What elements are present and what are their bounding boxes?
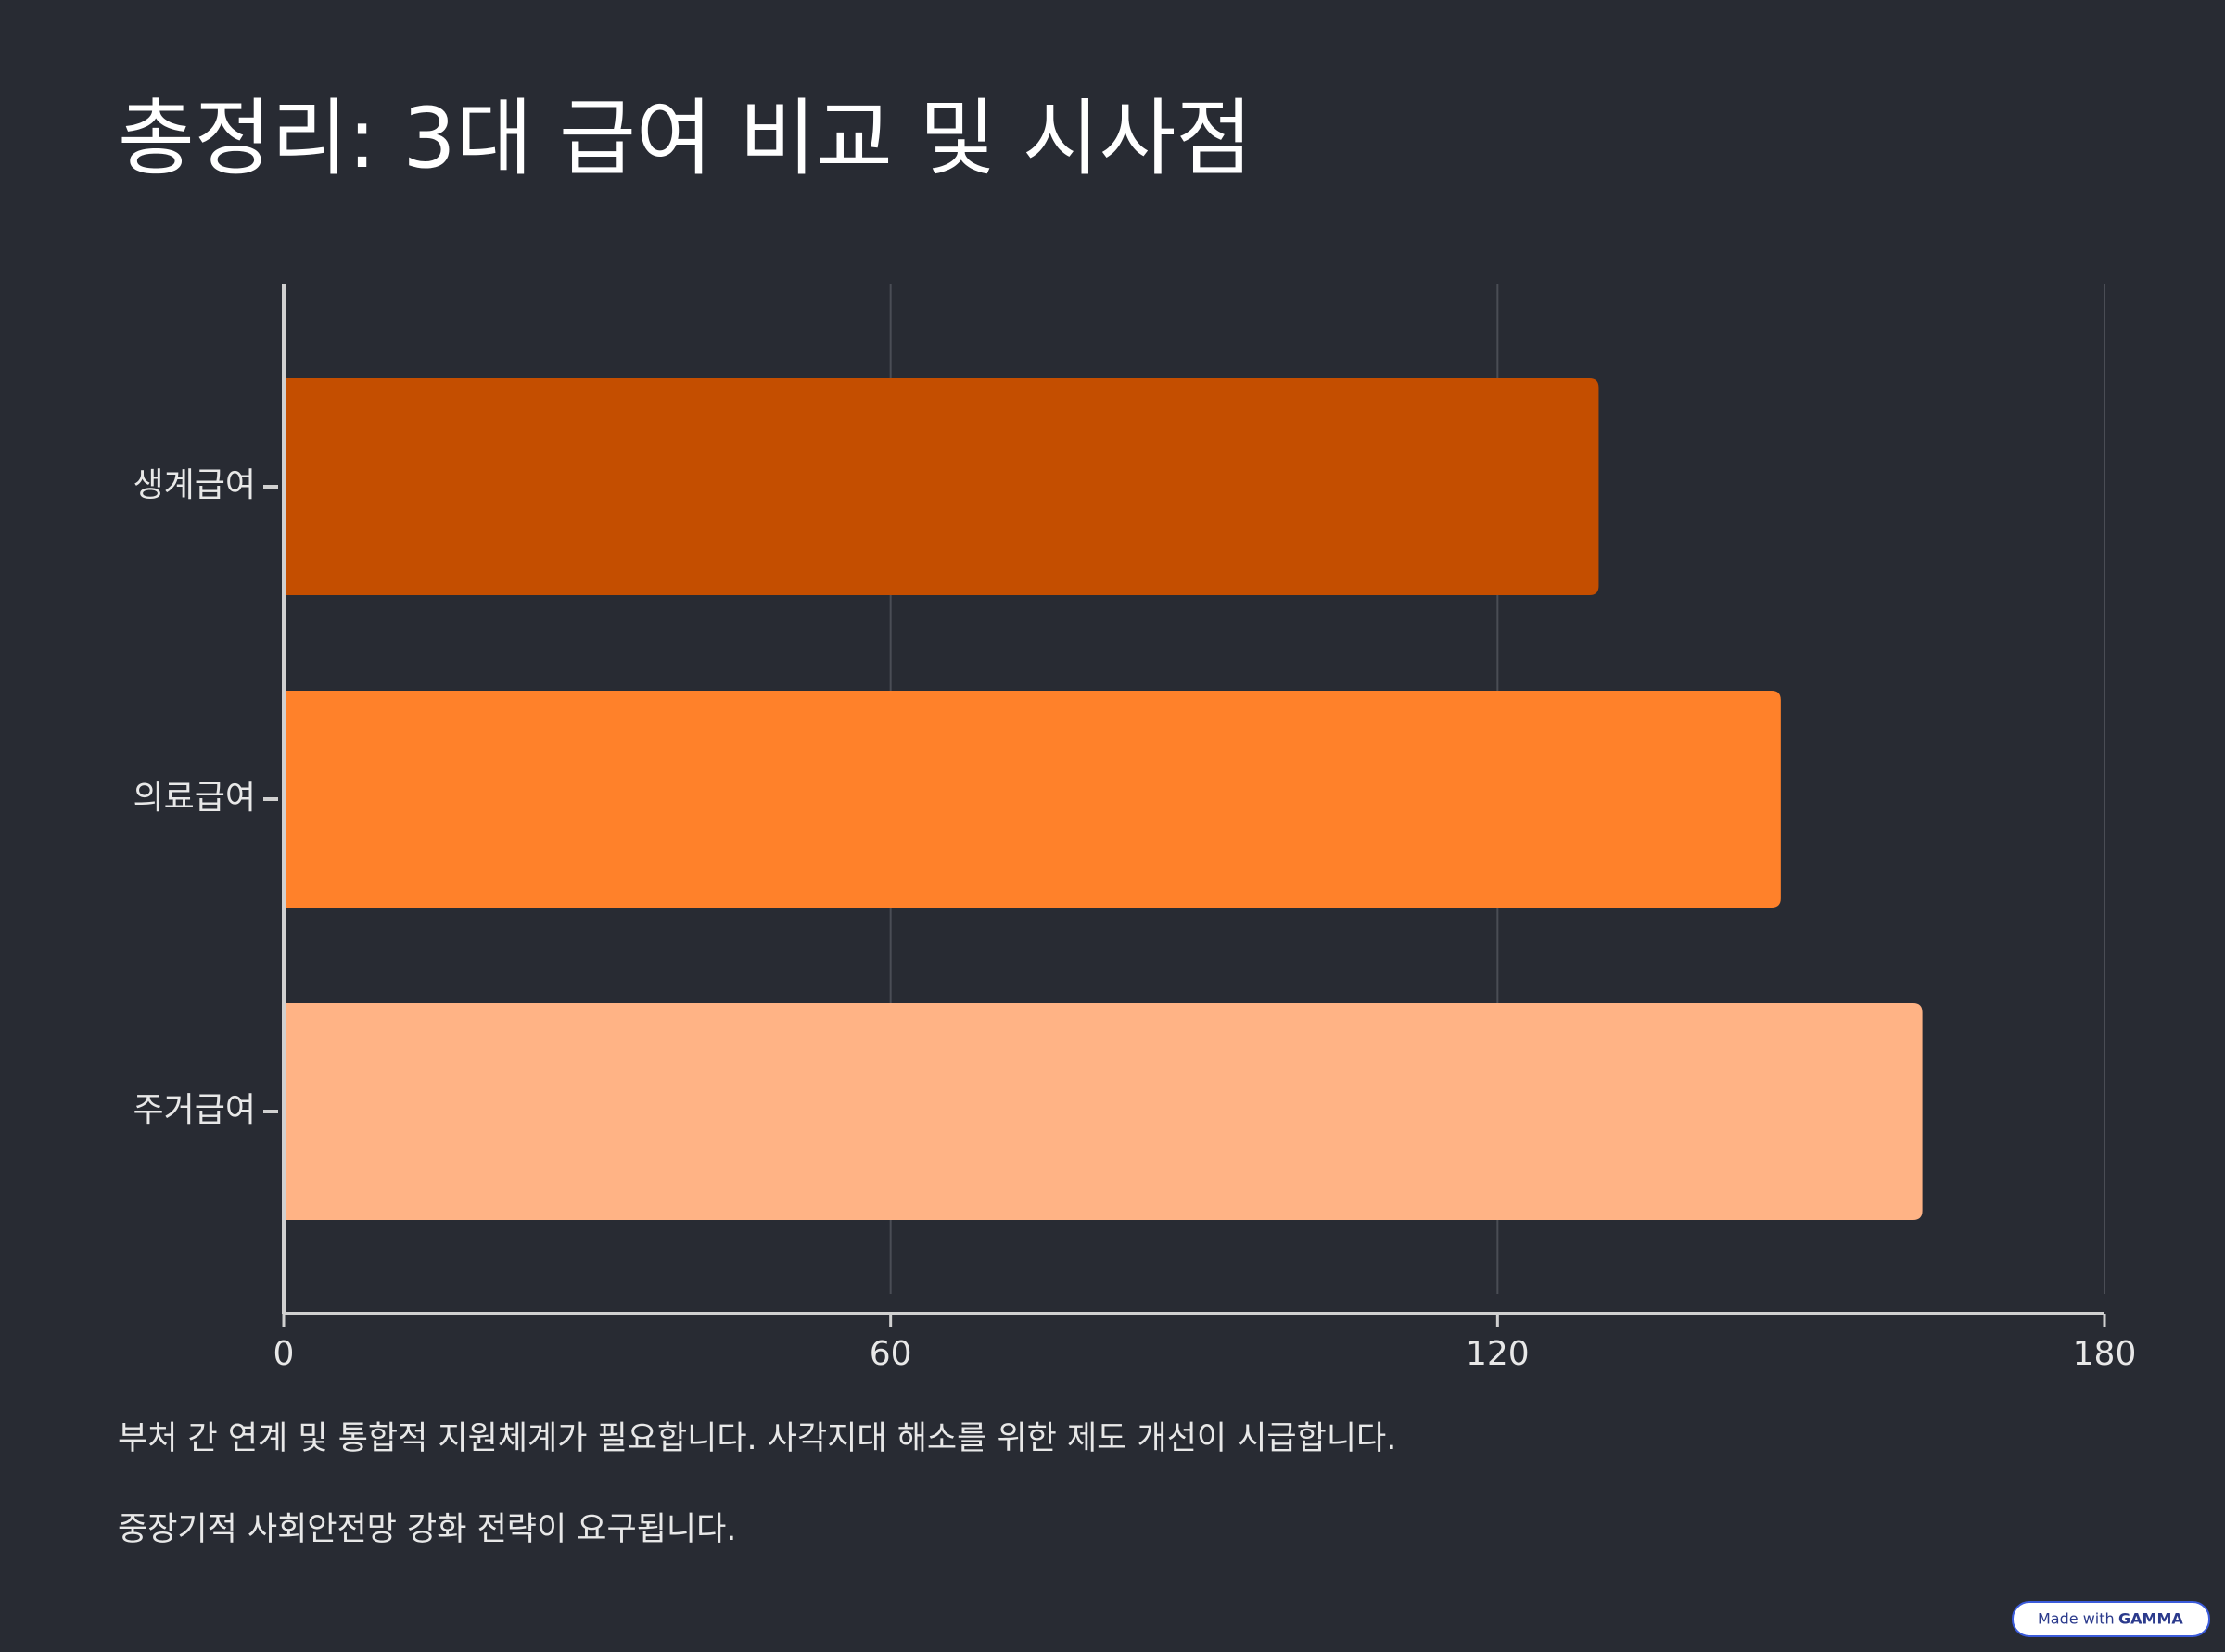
badge-brand[interactable]: GAMMA — [2118, 1610, 2183, 1628]
chart-title: 총정리: 3대 급여 비교 및 시사점 — [118, 90, 1252, 187]
badge-prefix[interactable]: Made with — [2038, 1610, 2115, 1628]
annotation: 중장기적 사회안전망 강화 전략이 요구됩니다. — [118, 1511, 736, 1548]
badge-box[interactable] — [2012, 1601, 2210, 1637]
bar — [284, 1003, 1923, 1220]
x-tick-label: 180 — [2073, 1335, 2137, 1373]
x-tick-label: 120 — [1466, 1335, 1530, 1373]
x-tick-label: 60 — [870, 1335, 912, 1373]
annotation: 부처 간 연계 및 통합적 지원체계가 필요합니다. 사각지대 해소를 위한 제… — [118, 1420, 1396, 1457]
y-tick-label: 생계급여 — [134, 466, 256, 504]
badge[interactable]: Made with GAMMA — [2012, 1601, 2210, 1637]
x-tick-label: 0 — [273, 1335, 295, 1373]
bar — [284, 691, 1781, 908]
y-tick-label: 의료급여 — [134, 779, 256, 817]
bar — [284, 378, 1599, 595]
y-tick-label: 주거급여 — [134, 1091, 256, 1129]
